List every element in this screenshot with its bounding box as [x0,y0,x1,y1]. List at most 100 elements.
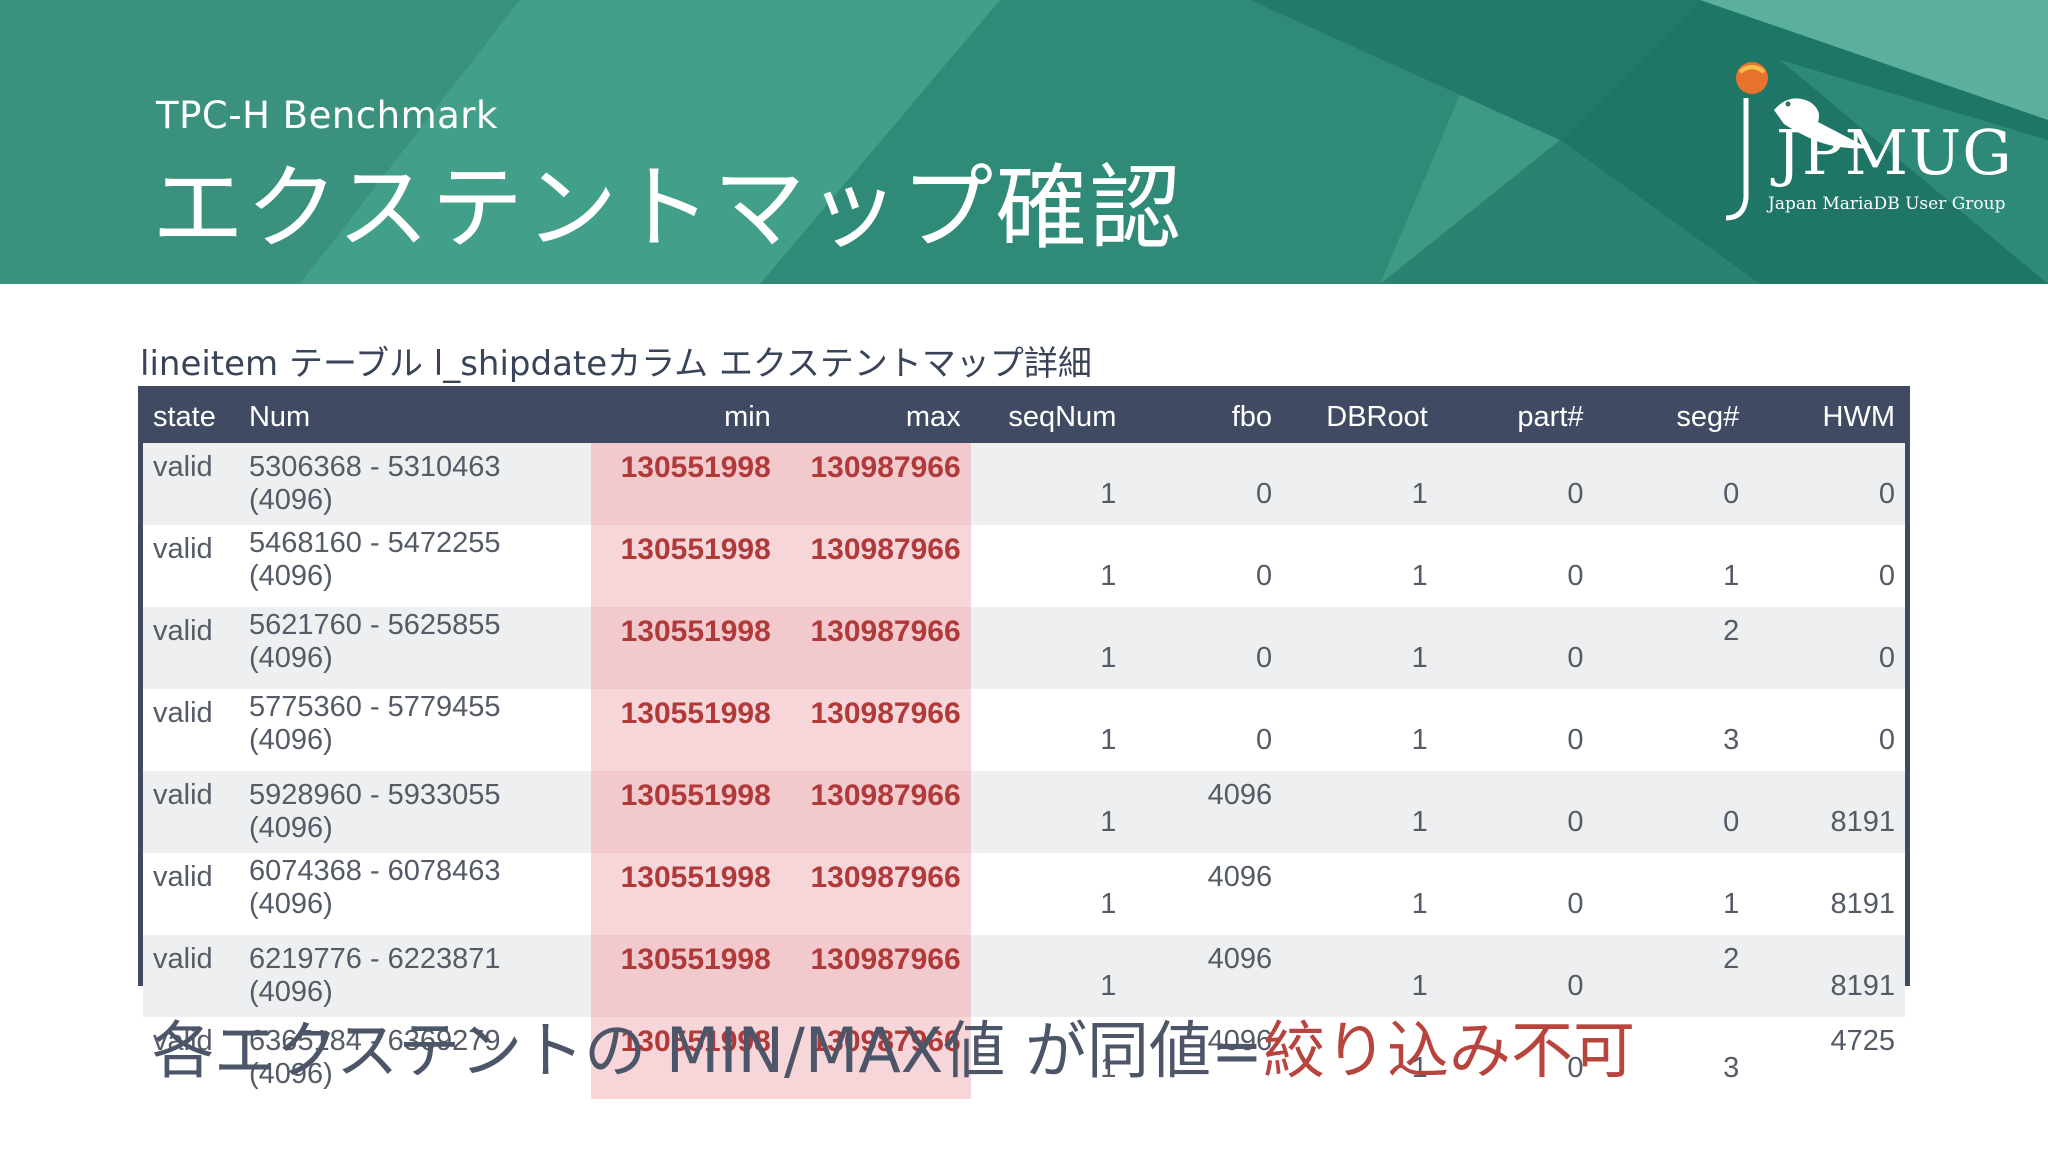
header-part: part# [1437,391,1594,443]
cell-part: 0 [1437,1017,1594,1099]
title-banner: TPC-H Benchmark エクステントマップ確認 JPMUG Japan … [0,0,2048,284]
cell-part: 0 [1437,443,1594,525]
cell-fbo: 4096 [1126,853,1283,935]
table-header-row: state Num min max seqNum fbo DBRoot part… [143,391,1905,443]
cell-hwm: 8191 [1749,935,1905,1017]
cell-max: 130987966 [780,607,971,689]
cell-part: 0 [1437,525,1594,607]
cell-seg: 3 [1593,689,1750,771]
cell-fbo: 0 [1126,525,1283,607]
cell-hwm: 8191 [1749,771,1905,853]
cell-dbroot: 1 [1282,935,1438,1017]
cell-seqnum: 1 [970,1017,1127,1099]
cell-fbo: 4096 [1126,935,1283,1017]
cell-fbo: 0 [1126,689,1283,771]
cell-dbroot: 1 [1282,1017,1438,1099]
cell-dbroot: 1 [1282,689,1438,771]
presentation-supertitle: TPC-H Benchmark [156,94,498,137]
header-fbo: fbo [1126,391,1283,443]
cell-seqnum: 1 [970,771,1127,853]
cell-state: valid [143,525,239,607]
cell-seqnum: 1 [970,443,1127,525]
cell-num: 6365184 - 6369279 (4096) [238,1017,591,1099]
cell-hwm: 0 [1749,525,1905,607]
cell-seqnum: 1 [970,935,1127,1017]
cell-max: 130987966 [780,771,971,853]
cell-max: 130987966 [780,443,971,525]
cell-min: 130551998 [590,607,781,689]
table-row: valid 6219776 - 6223871 (4096) 130551998… [143,935,1905,1017]
cell-seqnum: 1 [970,853,1127,935]
seal-icon [1725,62,1868,221]
cell-min: 130551998 [590,853,781,935]
cell-dbroot: 1 [1282,443,1438,525]
cell-state: valid [143,935,239,1017]
cell-min: 130551998 [590,1017,781,1099]
table-row: valid 5621760 - 5625855 (4096) 130551998… [143,607,1905,689]
table-row: valid 6074368 - 6078463 (4096) 130551998… [143,853,1905,935]
banner-background [0,0,2048,284]
table-row: valid 5468160 - 5472255 (4096) 130551998… [143,525,1905,607]
cell-state: valid [143,689,239,771]
cell-hwm: 8191 [1749,853,1905,935]
cell-num: 5306368 - 5310463 (4096) [238,443,591,525]
conclusion-main: 各エクステントの MIN/MAX値 が同値= [152,1014,1263,1087]
cell-seqnum: 1 [970,525,1127,607]
table-caption: lineitem テーブル l_shipdateカラム エクステントマップ詳細 [140,344,1092,384]
header-min: min [590,391,781,443]
cell-seg: 1 [1593,853,1750,935]
header-state: state [143,391,239,443]
cell-seg: 2 [1593,607,1750,689]
cell-dbroot: 1 [1282,853,1438,935]
cell-state: valid [143,1017,239,1099]
cell-seg: 2 [1593,935,1750,1017]
slide-title: エクステントマップ確認 [152,155,1184,262]
header-hwm: HWM [1749,391,1905,443]
cell-seg: 0 [1593,443,1750,525]
cell-state: valid [143,853,239,935]
cell-hwm: 0 [1749,689,1905,771]
cell-max: 130987966 [780,1017,971,1099]
conclusion-text: 各エクステントの MIN/MAX値 が同値=絞り込み不可 [152,1000,1635,1090]
cell-hwm: 0 [1749,607,1905,689]
cell-num: 6074368 - 6078463 (4096) [238,853,591,935]
logo-subtitle: Japan MariaDB User Group [1768,194,2006,214]
cell-part: 0 [1437,607,1594,689]
cell-min: 130551998 [590,935,781,1017]
cell-fbo: 0 [1126,443,1283,525]
cell-num: 5775360 - 5779455 (4096) [238,689,591,771]
cell-seqnum: 1 [970,689,1127,771]
cell-dbroot: 1 [1282,771,1438,853]
cell-min: 130551998 [590,689,781,771]
cell-seqnum: 1 [970,607,1127,689]
cell-part: 0 [1437,689,1594,771]
extent-map-table-frame: state Num min max seqNum fbo DBRoot part… [138,386,1910,1099]
cell-num: 6219776 - 6223871 (4096) [238,935,591,1017]
cell-max: 130987966 [780,689,971,771]
table-row: valid 5928960 - 5933055 (4096) 130551998… [143,771,1905,853]
cell-hwm: 4725 [1749,1017,1905,1099]
cell-fbo: 4096 [1126,771,1283,853]
cell-dbroot: 1 [1282,607,1438,689]
cell-seg: 3 [1593,1017,1750,1099]
cell-min: 130551998 [590,525,781,607]
header-seg: seg# [1593,391,1750,443]
cell-seg: 1 [1593,525,1750,607]
cell-hwm: 0 [1749,443,1905,525]
logo-wordmark: JPMUG [1776,116,2013,189]
cell-fbo: 0 [1126,607,1283,689]
header-dbroot: DBRoot [1282,391,1438,443]
cell-state: valid [143,443,239,525]
header-seqnum: seqNum [970,391,1127,443]
cell-num: 5621760 - 5625855 (4096) [238,607,591,689]
cell-fbo: 4096 [1126,1017,1283,1099]
cell-max: 130987966 [780,935,971,1017]
cell-min: 130551998 [590,443,781,525]
header-num: Num [238,391,591,443]
cell-min: 130551998 [590,771,781,853]
table-row: valid 6365184 - 6369279 (4096) 130551998… [143,1017,1905,1099]
cell-num: 5468160 - 5472255 (4096) [238,525,591,607]
cell-max: 130987966 [780,525,971,607]
cell-state: valid [143,607,239,689]
cell-dbroot: 1 [1282,525,1438,607]
